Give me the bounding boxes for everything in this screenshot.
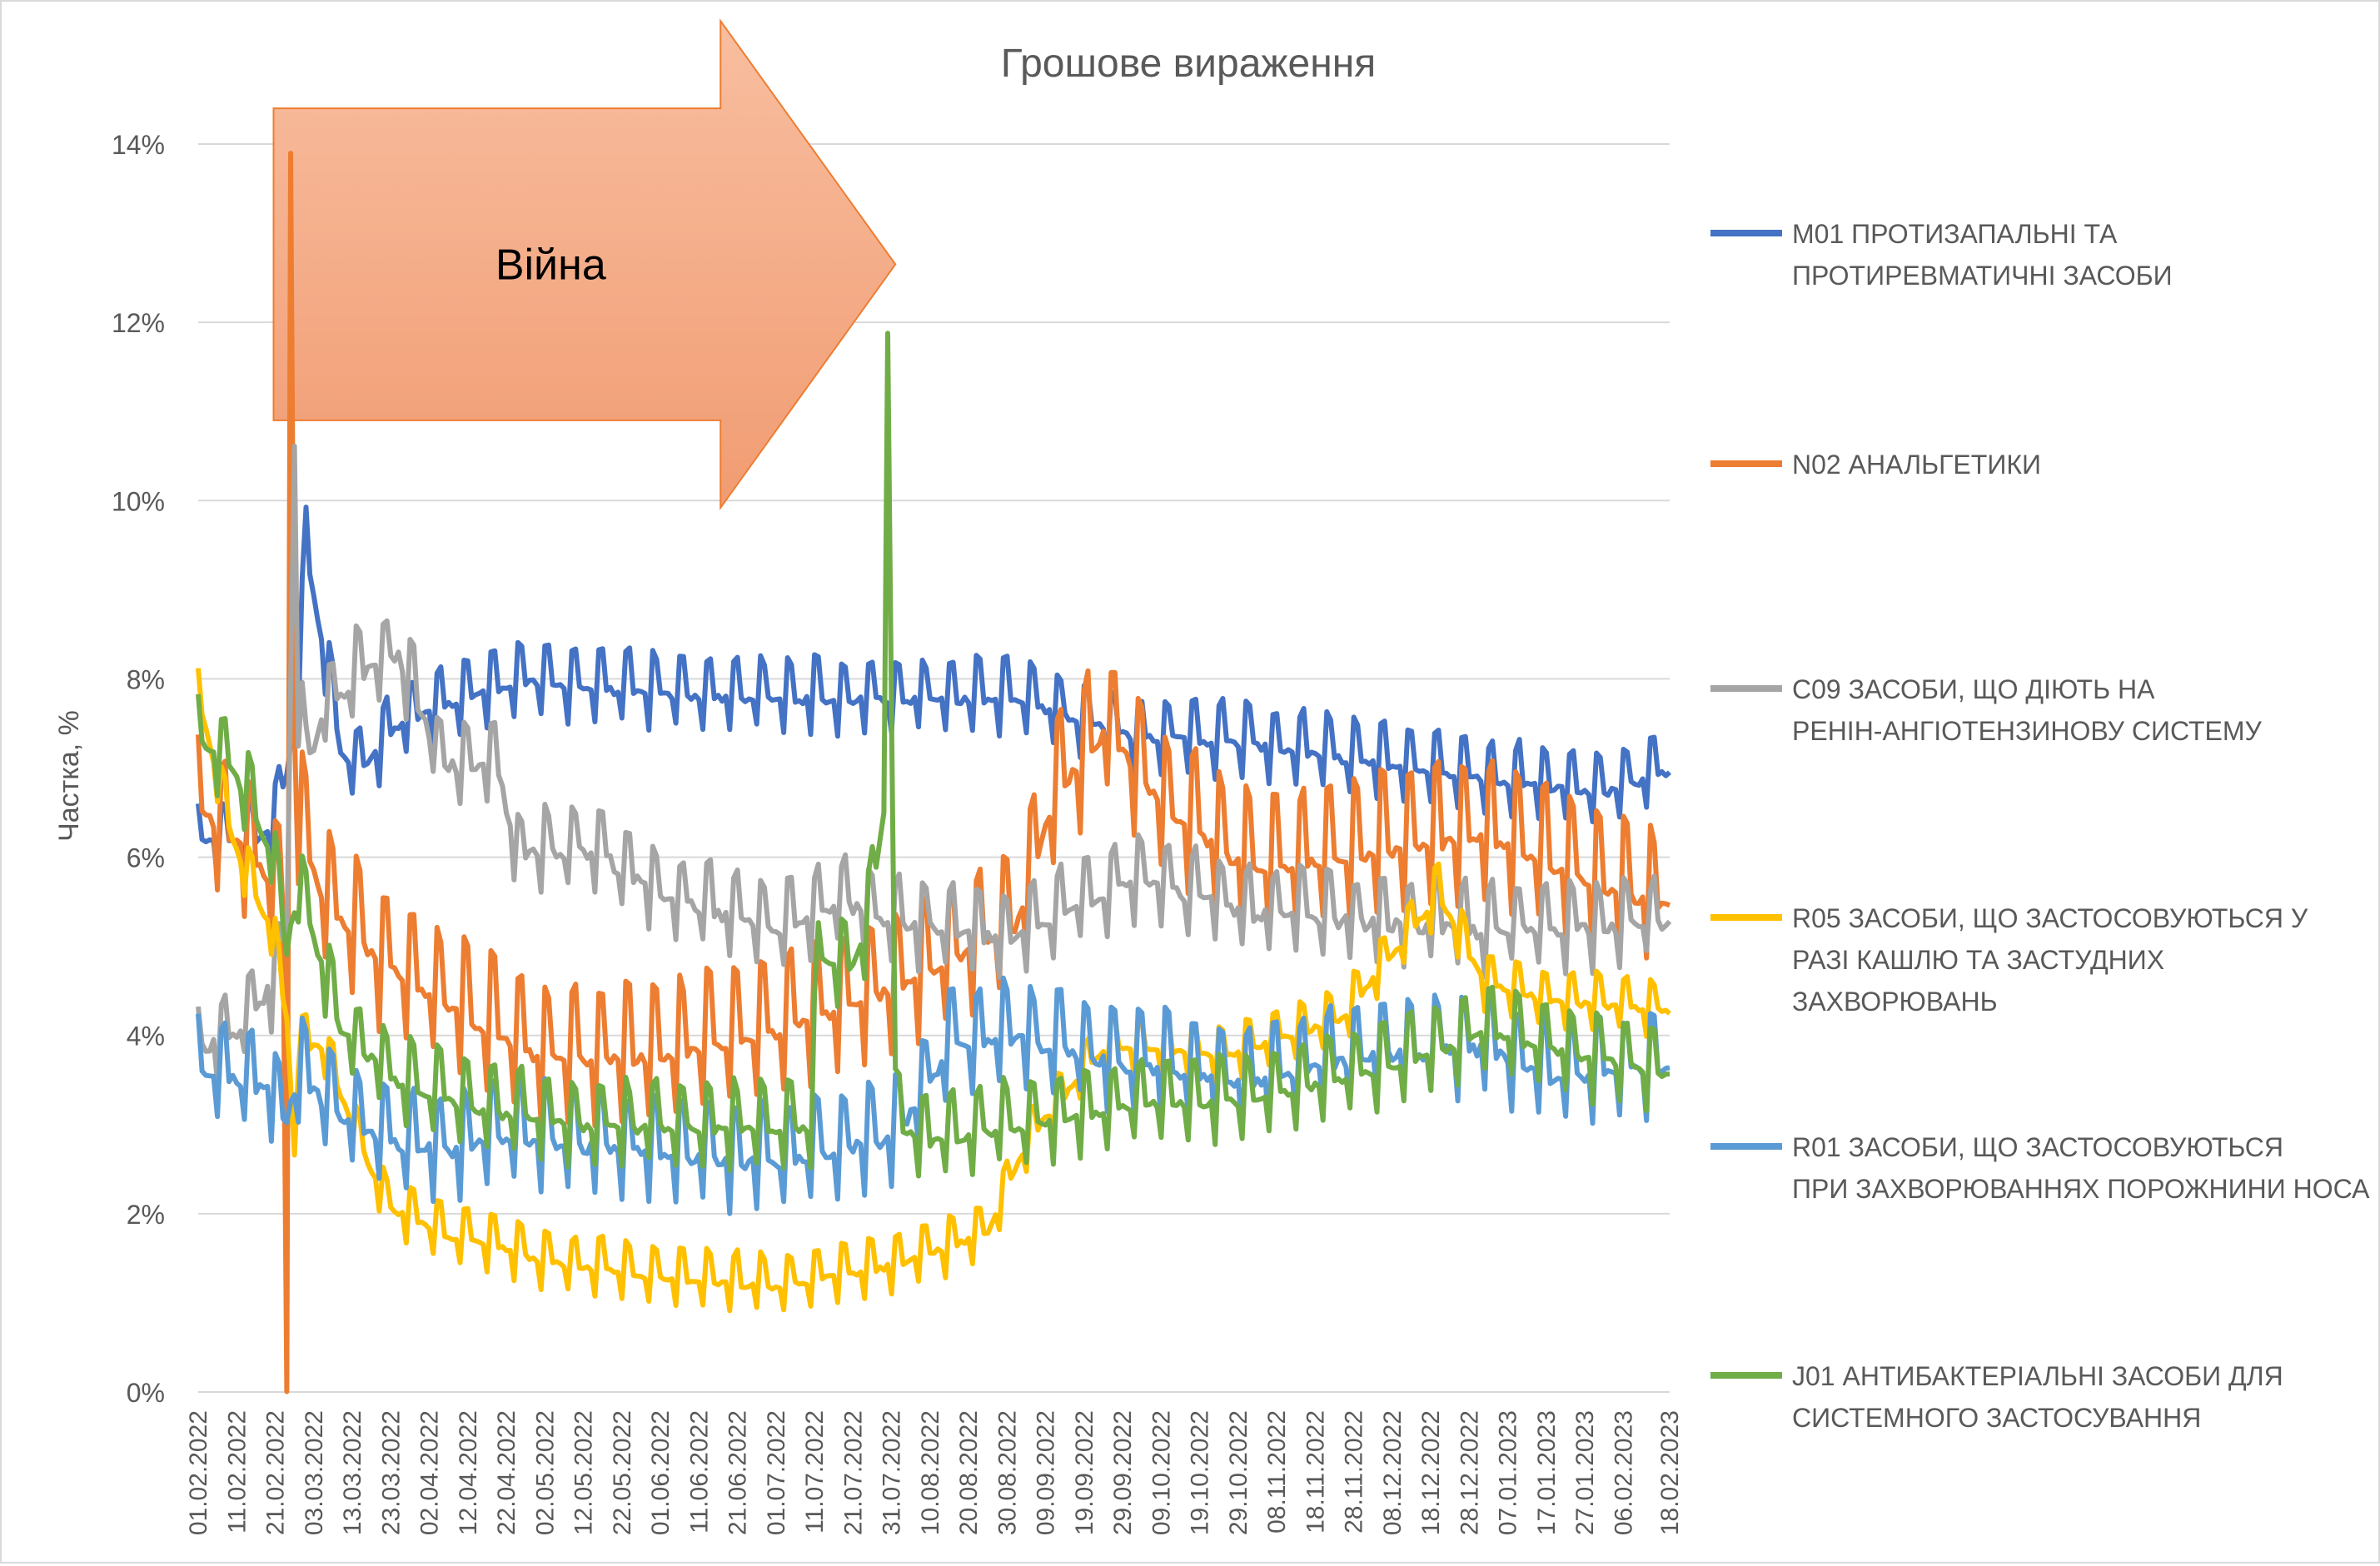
legend-label-line: ПРИ ЗАХВОРЮВАННЯХ ПОРОЖНИНИ НОСА <box>1792 1174 2370 1204</box>
x-tick-label: 03.03.2022 <box>301 1410 328 1535</box>
legend-label-line: СИСТЕМНОГО ЗАСТОСУВАННЯ <box>1792 1403 2201 1433</box>
y-tick-labels: 0% 2% 4% 6% 8% 10% 12% 14% <box>112 130 165 1408</box>
x-tick-label: 11.06.2022 <box>685 1410 713 1534</box>
legend: M01 ПРОТИЗАПАЛЬНІ ТА ПРОТИРЕВМАТИЧНІ ЗАСО… <box>1710 219 2370 1433</box>
y-tick-label: 6% <box>127 843 165 873</box>
chart-title: Грошове вираження <box>1001 42 1376 86</box>
x-tick-label: 01.07.2022 <box>763 1410 790 1535</box>
legend-label: M01 ПРОТИЗАПАЛЬНІ ТА ПРОТИРЕВМАТИЧНІ ЗАСО… <box>1792 219 2173 291</box>
x-tick-label: 18.02.2023 <box>1656 1410 1684 1535</box>
legend-label-line: R01 ЗАСОБИ, ЩО ЗАСТОСОВУЮТЬСЯ <box>1792 1132 2283 1162</box>
x-tick-label: 18.12.2022 <box>1417 1410 1445 1535</box>
x-tick-label: 08.12.2022 <box>1379 1410 1407 1535</box>
series-line <box>196 331 1670 1179</box>
x-tick-label: 12.05.2022 <box>570 1410 598 1535</box>
x-tick-label: 11.02.2022 <box>223 1410 251 1534</box>
series-line <box>196 443 1672 1086</box>
y-tick-label: 4% <box>127 1022 165 1051</box>
x-tick-label: 23.03.2022 <box>377 1410 405 1535</box>
x-tick-label: 21.02.2022 <box>262 1410 290 1535</box>
x-tick-label: 06.02.2023 <box>1610 1410 1637 1535</box>
legend-label: C09 ЗАСОБИ, ЩО ДІЮТЬ НА РЕНІН-АНГІОТЕНЗИН… <box>1792 674 2263 746</box>
x-tick-label: 07.01.2023 <box>1495 1410 1522 1535</box>
war-arrow-label: Війна <box>495 241 606 290</box>
x-tick-label: 29.10.2022 <box>1225 1410 1252 1535</box>
legend-label: R01 ЗАСОБИ, ЩО ЗАСТОСОВУЮТЬСЯ ПРИ ЗАХВОРЮ… <box>1792 1132 2370 1204</box>
x-tick-label: 09.10.2022 <box>1148 1410 1175 1535</box>
x-tick-label: 02.05.2022 <box>531 1410 559 1535</box>
x-tick-label: 19.09.2022 <box>1071 1410 1098 1535</box>
y-tick-label: 2% <box>127 1200 165 1230</box>
x-tick-label: 21.07.2022 <box>839 1410 867 1535</box>
series-line <box>196 975 1670 1216</box>
x-tick-label: 17.01.2023 <box>1533 1410 1561 1535</box>
x-tick-label: 27.01.2023 <box>1571 1410 1599 1535</box>
y-tick-label: 8% <box>127 664 165 694</box>
x-tick-label: 18.11.2022 <box>1302 1410 1329 1534</box>
series-lines <box>196 151 1672 1394</box>
x-tick-label: 30.08.2022 <box>993 1410 1021 1535</box>
x-tick-label: 28.12.2022 <box>1456 1410 1483 1535</box>
x-tick-label: 11.07.2022 <box>801 1410 829 1534</box>
legend-label: R05 ЗАСОБИ, ЩО ЗАСТОСОВУЮТЬСЯ У РАЗІ КАШЛ… <box>1792 903 2308 1017</box>
x-tick-label: 09.09.2022 <box>1033 1410 1060 1535</box>
legend-label-line: J01 АНТИБАКТЕРІАЛЬНІ ЗАСОБИ ДЛЯ <box>1792 1361 2283 1391</box>
legend-label-line: ПРОТИРЕВМАТИЧНІ ЗАСОБИ <box>1792 261 2173 291</box>
war-arrow <box>272 18 897 511</box>
legend-label-line: N02 АНАЛЬГЕТИКИ <box>1792 450 2041 480</box>
x-tick-labels: 01.02.2022 11.02.2022 21.02.2022 03.03.2022… <box>185 1410 1684 1535</box>
war-annotation: Війна <box>272 18 897 511</box>
x-tick-label: 22.04.2022 <box>493 1410 520 1535</box>
y-tick-label: 0% <box>127 1378 165 1408</box>
series-line <box>196 668 1671 1314</box>
y-tick-label: 10% <box>112 486 165 516</box>
x-tick-label: 20.08.2022 <box>955 1410 983 1535</box>
x-tick-label: 02.04.2022 <box>416 1410 444 1535</box>
legend-label: N02 АНАЛЬГЕТИКИ <box>1792 450 2041 480</box>
legend-label-line: M01 ПРОТИЗАПАЛЬНІ ТА <box>1792 219 2118 249</box>
x-tick-label: 01.02.2022 <box>185 1410 212 1535</box>
x-tick-label: 29.09.2022 <box>1109 1410 1137 1535</box>
x-tick-label: 12.04.2022 <box>455 1410 482 1535</box>
legend-label-line: РАЗІ КАШЛЮ ТА ЗАСТУДНИХ <box>1792 945 2164 975</box>
y-tick-label: 12% <box>112 308 165 338</box>
series-line <box>196 505 1671 881</box>
x-tick-label: 19.10.2022 <box>1187 1410 1214 1535</box>
x-tick-label: 28.11.2022 <box>1341 1410 1368 1534</box>
y-axis-label: Частка, % <box>53 710 85 842</box>
y-tick-label: 14% <box>112 130 165 160</box>
legend-label-line: РЕНІН-АНГІОТЕНЗИНОВУ СИСТЕМУ <box>1792 716 2263 746</box>
legend-label-line: ЗАХВОРЮВАНЬ <box>1792 987 1998 1017</box>
x-tick-label: 31.07.2022 <box>879 1410 906 1535</box>
x-tick-label: 22.05.2022 <box>609 1410 636 1535</box>
series-line <box>196 151 1671 1394</box>
legend-label-line: C09 ЗАСОБИ, ЩО ДІЮТЬ НА <box>1792 674 2155 704</box>
x-tick-label: 10.08.2022 <box>917 1410 944 1535</box>
x-tick-label: 21.06.2022 <box>724 1410 752 1535</box>
x-tick-label: 08.11.2022 <box>1263 1410 1291 1534</box>
legend-label-line: R05 ЗАСОБИ, ЩО ЗАСТОСОВУЮТЬСЯ У <box>1792 903 2308 933</box>
legend-label: J01 АНТИБАКТЕРІАЛЬНІ ЗАСОБИ ДЛЯ СИСТЕМНОГ… <box>1792 1361 2283 1433</box>
x-tick-label: 01.06.2022 <box>647 1410 675 1535</box>
x-tick-label: 13.03.2022 <box>339 1410 366 1535</box>
